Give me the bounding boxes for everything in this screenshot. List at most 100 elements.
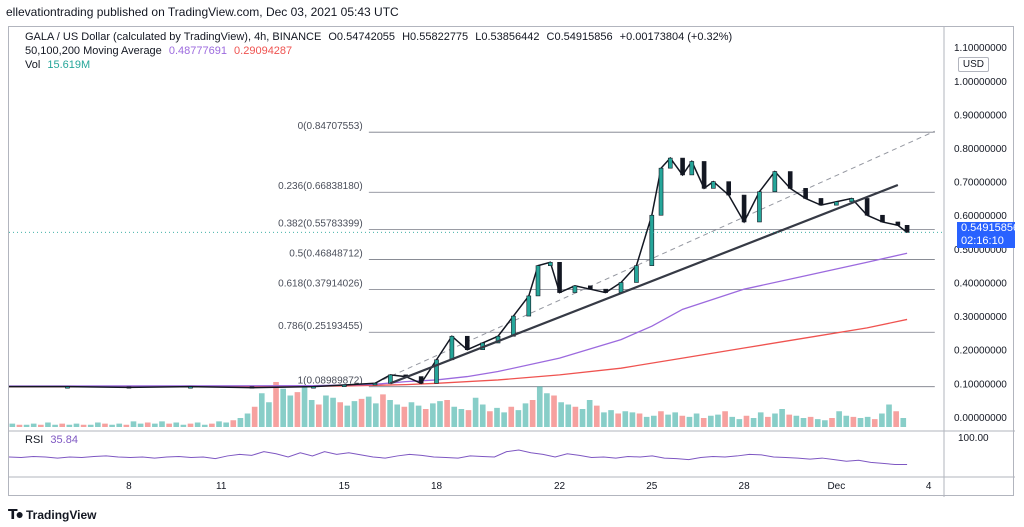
- rsi-label[interactable]: RSI: [25, 434, 44, 446]
- volume-bar: [130, 421, 137, 427]
- price-candle: [449, 335, 455, 361]
- price-candle: [772, 171, 778, 193]
- volume-bar: [273, 382, 279, 427]
- volume-bar: [864, 416, 871, 427]
- volume-bar: [102, 423, 108, 427]
- volume-bar: [152, 423, 158, 427]
- rsi-line: [9, 449, 908, 466]
- volume-bar: [900, 418, 907, 427]
- volume-bar: [66, 424, 73, 427]
- volume-bar: [772, 413, 778, 427]
- volume-bar: [216, 421, 222, 427]
- price-candle: [372, 383, 378, 386]
- volume-bar: [658, 411, 664, 427]
- volume-bar: [608, 410, 614, 427]
- volume-bar: [501, 412, 507, 427]
- price-candle: [126, 386, 132, 389]
- volume-bar: [722, 411, 728, 427]
- volume-bar: [401, 406, 408, 427]
- volume-bar: [451, 406, 458, 427]
- x-tick-label: 11: [216, 481, 227, 492]
- volume-bar: [786, 414, 793, 427]
- volume-bar: [251, 406, 258, 427]
- price-candle: [880, 214, 885, 223]
- change-value: +0.00173804 (+0.32%): [619, 31, 733, 43]
- volume-bar: [315, 404, 322, 427]
- volume-bar: [16, 424, 23, 427]
- chart-frame[interactable]: 1.10000000 1.00000000 0.90000000 0.80000000…: [8, 26, 1019, 497]
- volume-bar: [494, 407, 500, 427]
- volume-bar: [843, 415, 850, 427]
- price-candle: [188, 386, 193, 389]
- ma-label[interactable]: 50,100,200 Moving Average: [25, 45, 162, 57]
- volume-bar: [558, 402, 564, 427]
- volume-bar: [529, 400, 536, 427]
- volume-bar: [351, 401, 358, 427]
- volume-bar: [244, 413, 251, 427]
- vol-value: 15.619M: [47, 59, 91, 71]
- volume-bar: [258, 393, 265, 427]
- ma-legend[interactable]: 50,100,200 Moving Average 0.48777691 0.2…: [25, 44, 292, 58]
- volume-bar: [465, 410, 472, 427]
- price-candle: [818, 198, 824, 206]
- fib-level-label: 0.618(0.37914026): [278, 278, 363, 289]
- volume-legend[interactable]: Vol 15.619M: [25, 58, 90, 72]
- volume-bar: [180, 424, 187, 427]
- vol-label[interactable]: Vol: [25, 59, 41, 71]
- volume-bar: [301, 386, 308, 427]
- price-candle: [667, 157, 673, 169]
- volume-bar: [857, 418, 864, 427]
- volume-bar: [779, 409, 785, 427]
- price-candle: [787, 171, 793, 189]
- volume-bar: [793, 415, 800, 427]
- footer-brand[interactable]: 𝗧● TradingView: [8, 506, 96, 523]
- x-tick-label: 8: [126, 481, 132, 492]
- volume-bar: [287, 395, 294, 427]
- y-tick-label: 0.80000000: [954, 144, 1007, 155]
- volume-bar: [159, 421, 165, 427]
- price-candle: [711, 181, 716, 189]
- volume-bar: [173, 422, 180, 427]
- y-tick-label: 0.70000000: [954, 178, 1007, 189]
- volume-bar: [879, 413, 885, 427]
- volume-bar: [323, 395, 329, 427]
- volume-bar: [408, 402, 415, 427]
- rsi-legend[interactable]: RSI 35.84: [25, 433, 78, 447]
- fib-level-label: 0.786(0.25193455): [278, 321, 363, 332]
- volume-bar: [565, 404, 572, 427]
- volume-bar: [850, 416, 857, 427]
- price-chart[interactable]: 1.10000000 1.00000000 0.90000000 0.80000000…: [9, 27, 1015, 497]
- ma-value-1: 0.48777691: [168, 45, 227, 57]
- volume-bar: [629, 412, 636, 427]
- volume-bar: [294, 392, 301, 427]
- high-value: H0.55822775: [402, 31, 469, 43]
- rsi-value: 35.84: [50, 434, 78, 446]
- ma-value-2: 0.29094287: [234, 45, 293, 57]
- volume-bar: [515, 410, 522, 427]
- volume-bar: [672, 412, 679, 427]
- volume-bar: [479, 404, 486, 427]
- price-candle: [834, 201, 839, 206]
- currency-scale-button[interactable]: USD: [957, 57, 989, 72]
- volume-bar: [700, 418, 707, 427]
- price-candle: [587, 285, 593, 290]
- volume-bar: [38, 424, 44, 427]
- price-candle: [526, 295, 532, 317]
- symbol-title[interactable]: GALA / US Dollar (calculated by TradingV…: [25, 31, 322, 43]
- volume-bar: [365, 396, 372, 427]
- symbol-legend[interactable]: GALA / US Dollar (calculated by TradingV…: [25, 30, 732, 44]
- volume-bar: [622, 411, 629, 427]
- price-candle: [434, 359, 439, 384]
- volume-bar: [137, 423, 144, 427]
- volume-bar: [52, 424, 58, 427]
- price-candle: [535, 265, 541, 297]
- price-candle: [548, 261, 553, 266]
- price-candle: [649, 214, 655, 266]
- volume-bar: [544, 393, 550, 427]
- ma-line-mid: [9, 252, 908, 387]
- open-value: O0.54742055: [328, 31, 396, 43]
- volume-bar: [394, 404, 401, 427]
- volume-bar: [266, 402, 272, 427]
- volume-bar: [487, 411, 493, 427]
- volume-bar: [23, 424, 30, 427]
